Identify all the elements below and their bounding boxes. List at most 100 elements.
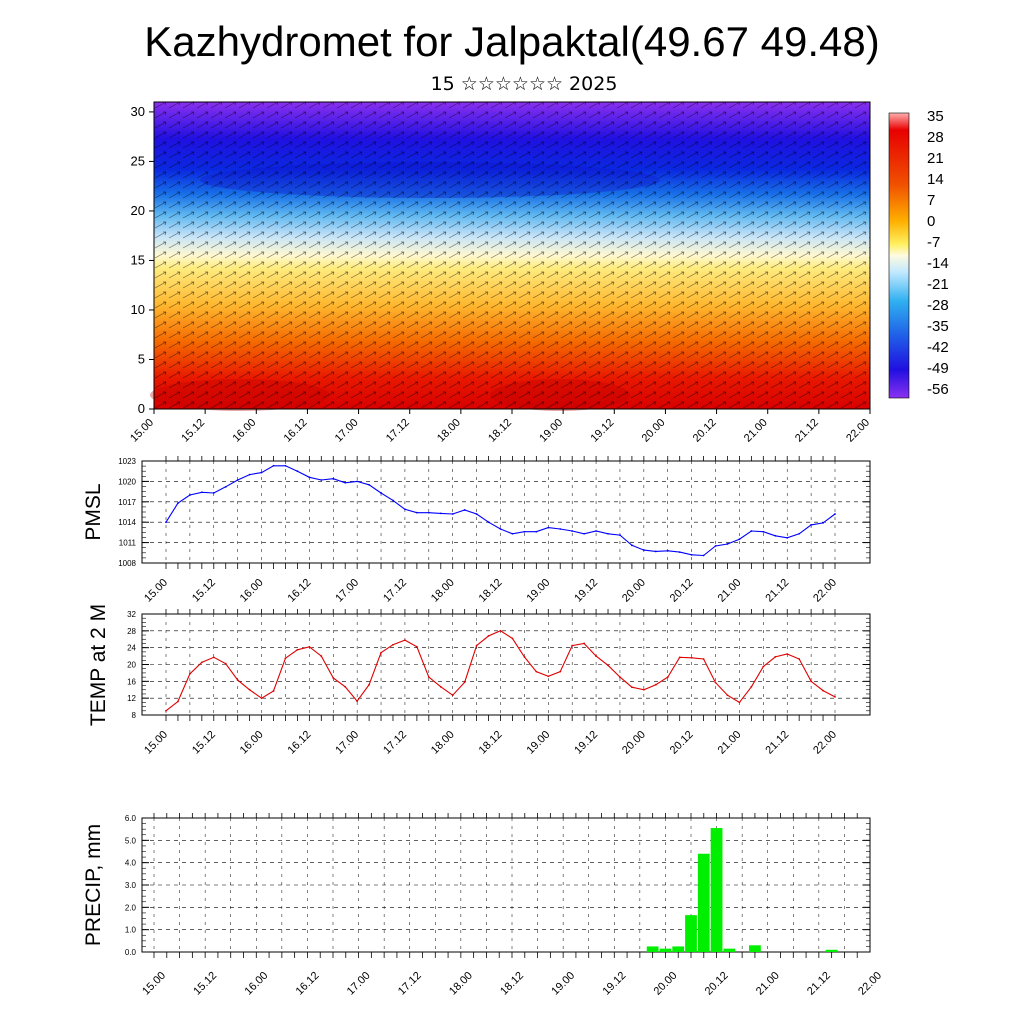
precip-bar xyxy=(646,946,659,952)
y-tick-label: 1020 xyxy=(118,477,136,486)
data-point xyxy=(762,665,765,668)
heatmap-x-tick-label: 17.00 xyxy=(333,417,361,445)
data-point xyxy=(451,694,454,697)
data-point xyxy=(631,686,633,689)
data-point xyxy=(834,696,836,698)
x-tick-label: 16.12 xyxy=(286,729,314,757)
data-point xyxy=(439,512,442,515)
data-point xyxy=(308,476,311,479)
precip-bar xyxy=(685,915,697,952)
y-tick-label: 1017 xyxy=(118,498,136,507)
x-tick-label: 22.00 xyxy=(856,970,884,998)
heatmap-x-tick-label: 20.12 xyxy=(691,417,719,445)
chart-subtitle: 15 ☆☆☆☆☆☆ 2025 xyxy=(430,73,618,95)
data-point xyxy=(642,549,645,551)
colorbar-label: 35 xyxy=(927,108,944,125)
y-tick-label: 12 xyxy=(127,694,136,703)
data-point xyxy=(774,656,777,658)
data-point xyxy=(834,513,836,515)
colorbar-label: 0 xyxy=(927,213,935,230)
x-tick-label: 19.12 xyxy=(572,729,600,757)
x-tick-label: 20.12 xyxy=(703,970,731,998)
precip-bar xyxy=(697,853,710,952)
y-tick-label: 2.0 xyxy=(125,903,137,912)
data-point xyxy=(822,689,824,692)
wind-barbs xyxy=(154,102,870,409)
data-point xyxy=(320,655,323,657)
data-point xyxy=(296,470,299,473)
data-point xyxy=(356,480,359,483)
x-tick-label: 15.00 xyxy=(142,729,170,757)
data-point xyxy=(320,479,323,481)
data-point xyxy=(690,553,693,556)
heatmap-y-tick-label: 15 xyxy=(131,252,145,267)
data-point xyxy=(583,532,586,535)
y-tick-label: 6.0 xyxy=(125,814,137,823)
y-tick-label: 24 xyxy=(127,644,136,653)
data-point xyxy=(188,672,191,675)
heatmap-x-tick-label: 21.00 xyxy=(742,417,770,445)
data-point xyxy=(380,492,382,494)
colorbar-label: -56 xyxy=(927,381,949,398)
colorbar-label: 14 xyxy=(927,171,944,188)
data-point xyxy=(702,554,705,557)
x-tick-label: 16.12 xyxy=(286,577,314,605)
colorbar-label: 28 xyxy=(927,129,944,146)
colorbar-label: -28 xyxy=(927,297,949,314)
x-tick-label: 15.12 xyxy=(191,970,219,998)
data-point xyxy=(666,676,669,679)
pmsl-panel xyxy=(141,460,871,564)
data-point xyxy=(439,685,442,688)
data-point xyxy=(332,677,335,679)
data-point xyxy=(690,656,693,659)
data-point xyxy=(666,549,669,552)
data-point xyxy=(296,648,299,651)
data-point xyxy=(308,645,311,648)
data-point xyxy=(786,536,789,539)
x-tick-label: 15.12 xyxy=(190,577,218,605)
heatmap-y-tick-label: 0 xyxy=(138,401,145,416)
colorbar-label: -14 xyxy=(927,255,949,272)
heatmap-x-tick-label: 18.00 xyxy=(435,417,463,445)
x-tick-label: 18.12 xyxy=(477,577,505,605)
data-point xyxy=(762,530,765,533)
data-point xyxy=(380,651,382,654)
x-tick-label: 19.12 xyxy=(572,577,600,605)
x-tick-label: 18.00 xyxy=(429,729,457,757)
data-point xyxy=(619,676,621,679)
x-tick-label: 17.12 xyxy=(381,577,409,605)
precip-bar xyxy=(825,949,838,952)
data-point xyxy=(200,491,203,494)
heatmap-x-tick-label: 17.12 xyxy=(384,417,412,445)
x-tick-label: 21.00 xyxy=(754,970,782,998)
data-point xyxy=(595,655,597,657)
precip-bar xyxy=(749,945,761,952)
colorbar-label: 21 xyxy=(927,150,944,167)
data-point xyxy=(786,653,789,655)
data-point xyxy=(260,697,263,700)
data-point xyxy=(642,688,645,691)
pmsl-ylabel: PMSL xyxy=(82,483,105,540)
panel-2: 8 12 16 20 24 28 32 15.00 15.12 16.00 16.12 17.00 17… xyxy=(127,609,870,757)
x-tick-label: 17.00 xyxy=(345,970,373,998)
x-tick-label: 17.12 xyxy=(381,729,409,757)
data-point xyxy=(822,521,824,524)
x-tick-label: 18.12 xyxy=(477,729,505,757)
data-point xyxy=(547,675,550,678)
data-point xyxy=(547,526,550,529)
heatmap-panel xyxy=(150,101,871,411)
data-point xyxy=(523,656,526,658)
precip-bar xyxy=(659,948,672,952)
data-point xyxy=(678,551,681,554)
temp-ylabel: TEMP at 2 M xyxy=(87,604,110,726)
data-point xyxy=(535,670,538,673)
data-point xyxy=(224,662,227,665)
data-point xyxy=(487,521,490,524)
data-point xyxy=(177,502,179,505)
x-tick-label: 22.00 xyxy=(811,577,839,605)
data-point xyxy=(284,464,287,467)
y-tick-label: 4.0 xyxy=(125,859,137,868)
data-point xyxy=(595,530,597,532)
x-tick-label: 16.12 xyxy=(294,970,322,998)
